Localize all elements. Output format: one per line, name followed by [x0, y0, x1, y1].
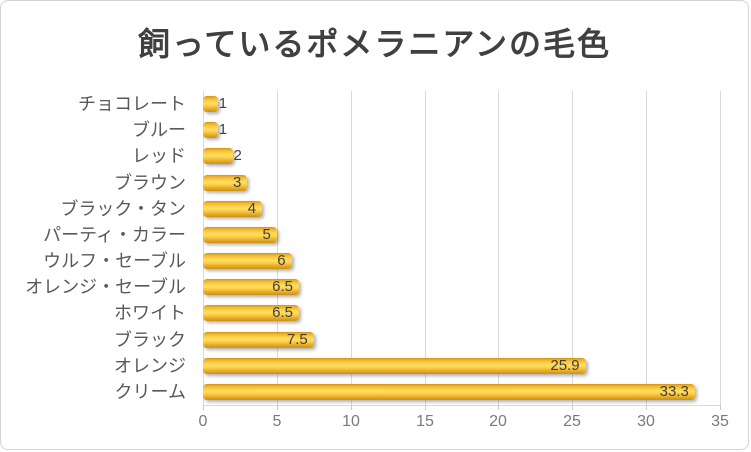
bar [203, 253, 292, 270]
x-axis-tick-label: 35 [711, 413, 729, 430]
bar-value-label: 6.5 [272, 304, 293, 322]
category-label: クリーム [114, 381, 186, 402]
gridline [572, 91, 573, 405]
bar-value-label: 2 [233, 147, 242, 165]
x-axis-tick-mark [572, 405, 573, 410]
bar-value-label: 5 [262, 225, 271, 243]
gridline [203, 91, 204, 405]
x-axis-tick-label: 20 [489, 413, 507, 430]
gridline [720, 91, 721, 405]
bar-value-label: 1 [218, 95, 228, 113]
x-axis-tick-label: 25 [563, 413, 581, 430]
category-label: ブラック・タン [60, 198, 186, 219]
gridline [425, 91, 426, 405]
category-label: パーティ・カラー [43, 224, 186, 245]
bar [203, 305, 299, 322]
category-label: オレンジ・セーブル [25, 277, 186, 298]
x-axis-tick-label: 15 [416, 413, 434, 430]
bar-value-label: 4 [247, 199, 257, 217]
bar [203, 174, 248, 191]
x-axis-tick-mark [351, 405, 352, 410]
category-label: ブルー [132, 120, 186, 141]
bar-value-label: 33.3 [659, 382, 689, 400]
bar-value-label: 25.9 [550, 356, 580, 374]
gridline [277, 91, 278, 405]
x-axis-tick-mark [720, 405, 721, 410]
category-label: レッド [132, 146, 186, 167]
bar [203, 279, 299, 296]
x-axis-tick-mark [425, 405, 426, 410]
category-label: ブラウン [114, 172, 186, 193]
category-label: オレンジ [114, 355, 186, 376]
category-label: ウルフ・セーブル [43, 251, 186, 271]
bar-value-label: 3 [232, 173, 242, 191]
gridline [498, 91, 499, 405]
bar-value-label: 1 [218, 121, 228, 139]
x-axis-tick-label: 10 [342, 413, 360, 430]
x-axis-tick-mark [646, 405, 647, 410]
bar [203, 383, 695, 400]
x-axis-tick-label: 30 [637, 413, 655, 430]
category-label: ブラック [114, 329, 186, 350]
value-axis: 0 5 10 15 20 25 30 35 [199, 413, 729, 435]
category-label: チョコレート [78, 94, 186, 114]
x-axis-tick-label: 0 [198, 413, 208, 430]
x-axis-tick-mark [498, 405, 499, 410]
x-axis-tick-mark [277, 405, 278, 410]
category-axis: チョコレートブルーレッドブラウンブラック・タンパーティ・カラー ウルフ・セーブルオ… [1, 91, 195, 405]
bar [203, 226, 277, 243]
bar [203, 357, 586, 374]
plot-area: 1 1 2 3 4 5 6 6.5 6.5 7.5 25.9 33.3 [203, 91, 721, 410]
bar [203, 96, 218, 113]
bar [203, 122, 218, 139]
bar [203, 200, 263, 217]
gridline [646, 91, 647, 405]
bar [203, 148, 233, 165]
gridline [351, 91, 352, 405]
x-axis-tick-mark [203, 405, 204, 410]
bar [203, 331, 314, 348]
x-axis-tick-label: 5 [272, 413, 282, 430]
category-label: ホワイト [114, 303, 186, 324]
chart-title: 飼っているポメラニアンの毛色 [137, 26, 612, 62]
bar-value-label: 6 [277, 252, 286, 270]
bar-value-label: 6.5 [272, 278, 293, 296]
bar-value-label: 7.5 [286, 330, 308, 348]
